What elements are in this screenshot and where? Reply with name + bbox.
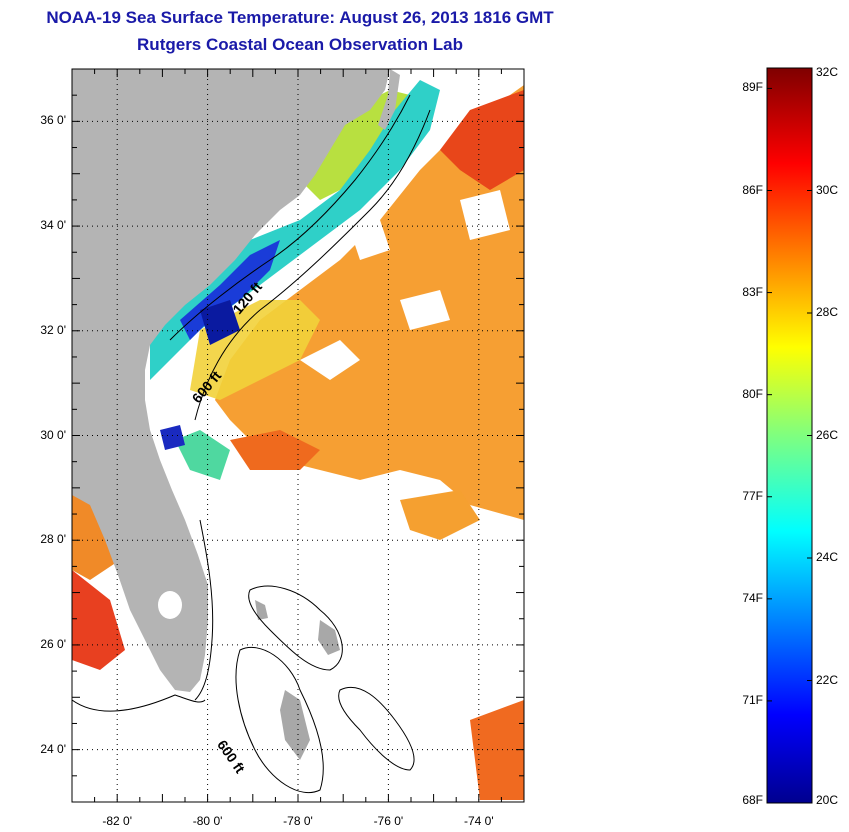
colorbar-c-label: 26C: [816, 427, 839, 442]
colorbar-f-label: 71F: [742, 692, 763, 707]
colorbar-c-label: 28C: [816, 305, 839, 319]
colorbar-c-label: 30C: [816, 182, 839, 197]
contour-bahamas: [248, 585, 343, 671]
colorbar-ticks: [767, 67, 812, 804]
lon-tick-label: -80 0': [192, 814, 223, 828]
map-grid: [72, 69, 524, 802]
cloud-patch: [300, 340, 360, 380]
colorbar-c-label: 24C: [816, 550, 839, 564]
colorbar-f-label: 68F: [742, 793, 763, 807]
map-ticks: [71, 68, 525, 803]
lat-tick-label: 24 0': [40, 741, 66, 756]
contour-bahamas: [235, 646, 324, 794]
lon-tick-label: -78 0': [283, 814, 313, 828]
land-bahamas: [318, 620, 340, 655]
sst-cold-region: [160, 425, 185, 450]
land-bahamas: [280, 690, 310, 760]
contour-florida-keys: [72, 694, 206, 712]
sst-hot-region: [440, 90, 524, 190]
map-title: NOAA-19 Sea Surface Temperature: August …: [46, 8, 554, 27]
lon-tick-label: -74 0': [463, 814, 494, 828]
sst-hot-region: [72, 570, 125, 670]
colorbar-f-label: 80F: [742, 386, 763, 401]
sst-warm-region: [215, 85, 524, 520]
colorbar-f-label: 83F: [742, 284, 763, 299]
colorbar-f-label: 89F: [742, 80, 763, 95]
contour-600ft: [194, 519, 214, 701]
cloud-patch: [400, 290, 450, 330]
sst-warm-patch: [400, 490, 480, 540]
colorbar-c-label: 32C: [816, 65, 839, 79]
cloud-patch: [350, 220, 390, 260]
lat-tick-label: 36 0': [40, 113, 66, 128]
lat-tick-label: 32 0': [40, 322, 66, 337]
cloud-patch: [460, 190, 510, 240]
lon-tick-label: -82 0': [102, 814, 133, 828]
map-subtitle: Rutgers Coastal Ocean Observation Lab: [137, 35, 463, 54]
lat-tick-label: 26 0': [40, 636, 66, 651]
lake-okeechobee: [158, 591, 182, 619]
sst-cool-band: [175, 430, 230, 480]
contour-120ft: [169, 94, 411, 341]
colorbar-c-label: 22C: [816, 672, 839, 687]
sst-cold-region: [200, 300, 240, 345]
land-outer-banks: [378, 69, 400, 130]
lat-tick-label: 30 0': [40, 427, 66, 442]
colorbar-f-label: 86F: [742, 182, 763, 197]
colorbar: [766, 67, 813, 804]
lat-tick-label: 34 0': [40, 218, 66, 233]
land-bahamas: [255, 600, 268, 620]
lon-tick-label: -76 0': [373, 814, 404, 828]
colorbar-c-label: 20C: [816, 793, 839, 807]
colorbar-f-label: 74F: [742, 590, 763, 605]
lat-tick-label: 28 0': [40, 532, 66, 547]
contour-600ft: [194, 109, 431, 421]
contour-bahamas: [338, 686, 415, 771]
land-us-southeast: [72, 69, 390, 692]
colorbar-f-label: 77F: [742, 488, 763, 503]
